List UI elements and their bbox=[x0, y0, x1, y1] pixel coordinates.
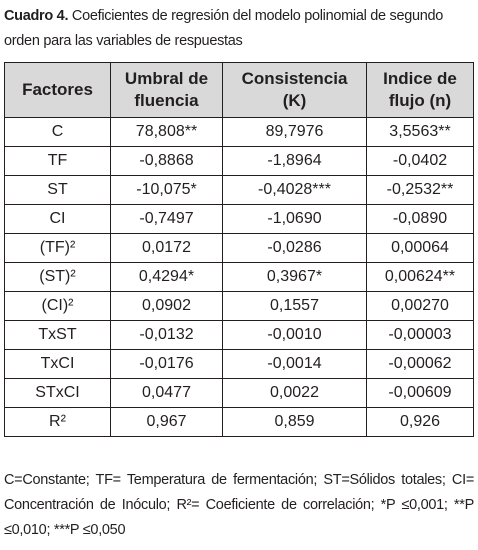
header-cell: Umbral de fluencia bbox=[110, 62, 223, 118]
header-line: Factores bbox=[22, 80, 93, 99]
value-cell: 0,00624** bbox=[366, 262, 474, 292]
value-cell: 0,4294* bbox=[110, 262, 223, 292]
header-row: Factores Umbral de fluencia Consistencia (K)… bbox=[4, 62, 474, 118]
value-cell: -0,00062 bbox=[366, 349, 474, 379]
value-cell: 0,926 bbox=[366, 407, 474, 437]
factor-cell: (ST)² bbox=[4, 262, 111, 292]
caption: Cuadro 4. Coeficientes de regresión del … bbox=[4, 4, 474, 54]
value-cell: -0,00003 bbox=[366, 320, 474, 350]
table-head: Factores Umbral de fluencia Consistencia (K)… bbox=[4, 62, 474, 118]
value-cell: 0,967 bbox=[110, 407, 223, 437]
value-cell: 89,7976 bbox=[222, 117, 367, 147]
table-row: TxST -0,0132 -0,0010 -0,00003 bbox=[4, 320, 474, 350]
value-cell: -0,0010 bbox=[222, 320, 367, 350]
value-cell: -0,00609 bbox=[366, 378, 474, 408]
header-cell: Factores bbox=[4, 62, 111, 118]
factor-cell: (CI)² bbox=[4, 291, 111, 321]
factor-cell: R² bbox=[4, 407, 111, 437]
header-line: Umbral de bbox=[124, 69, 209, 88]
table-row: (TF)² 0,0172 -0,0286 0,00064 bbox=[4, 233, 474, 263]
header-cell: Consistencia (K) bbox=[222, 62, 367, 118]
value-cell: -0,2532** bbox=[366, 175, 474, 205]
header-line: fluencia bbox=[134, 91, 199, 110]
value-cell: 0,0022 bbox=[222, 378, 367, 408]
value-cell: -0,8868 bbox=[110, 146, 223, 176]
value-cell: 0,00064 bbox=[366, 233, 474, 263]
table-row: CI -0,7497 -1,0690 -0,0890 bbox=[4, 204, 474, 234]
caption-text: Coeficientes de regresión del modelo pol… bbox=[4, 8, 444, 49]
header-line: flujo (n) bbox=[388, 91, 452, 110]
value-cell: 0,0902 bbox=[110, 291, 223, 321]
value-cell: -1,8964 bbox=[222, 146, 367, 176]
table-row: R² 0,967 0,859 0,926 bbox=[4, 407, 474, 437]
value-cell: -0,0132 bbox=[110, 320, 223, 350]
value-cell: 3,5563** bbox=[366, 117, 474, 147]
table-row: TF -0,8868 -1,8964 -0,0402 bbox=[4, 146, 474, 176]
value-cell: 0,1557 bbox=[222, 291, 367, 321]
value-cell: 0,859 bbox=[222, 407, 367, 437]
table-body: C 78,808** 89,7976 3,5563** TF -0,8868 -1,8964… bbox=[4, 117, 474, 437]
value-cell: -0,4028*** bbox=[222, 175, 367, 205]
factor-cell: (TF)² bbox=[4, 233, 111, 263]
value-cell: -1,0690 bbox=[222, 204, 367, 234]
value-cell: -10,075* bbox=[110, 175, 223, 205]
value-cell: -0,7497 bbox=[110, 204, 223, 234]
value-cell: -0,0176 bbox=[110, 349, 223, 379]
header-line: Consistencia bbox=[241, 69, 348, 88]
table-row: (ST)² 0,4294* 0,3967* 0,00624** bbox=[4, 262, 474, 292]
table-row: (CI)² 0,0902 0,1557 0,00270 bbox=[4, 291, 474, 321]
factor-cell: ST bbox=[4, 175, 111, 205]
footnote: C=Constante; TF= Temperatura de fermenta… bbox=[4, 472, 474, 538]
table-row: STxCI 0,0477 0,0022 -0,00609 bbox=[4, 378, 474, 408]
table-row: C 78,808** 89,7976 3,5563** bbox=[4, 117, 474, 147]
value-cell: -0,0286 bbox=[222, 233, 367, 263]
factor-cell: C bbox=[4, 117, 111, 147]
header-cell: Indice de flujo (n) bbox=[366, 62, 474, 118]
value-cell: 78,808** bbox=[110, 117, 223, 147]
factor-cell: TxCI bbox=[4, 349, 111, 379]
value-cell: 0,0172 bbox=[110, 233, 223, 263]
value-cell: 0,3967* bbox=[222, 262, 367, 292]
table-row: ST -10,075* -0,4028*** -0,2532** bbox=[4, 175, 474, 205]
header-line: Indice de bbox=[383, 69, 457, 88]
value-cell: -0,0890 bbox=[366, 204, 474, 234]
header-line: (K) bbox=[282, 91, 307, 110]
value-cell: 0,00270 bbox=[366, 291, 474, 321]
factor-cell: TxST bbox=[4, 320, 111, 350]
value-cell: -0,0014 bbox=[222, 349, 367, 379]
caption-label: Cuadro 4. bbox=[4, 8, 69, 24]
table: Factores Umbral de fluencia Consistencia (K)… bbox=[4, 62, 474, 437]
factor-cell: CI bbox=[4, 204, 111, 234]
factor-cell: STxCI bbox=[4, 378, 111, 408]
table-row: TxCI -0,0176 -0,0014 -0,00062 bbox=[4, 349, 474, 379]
value-cell: 0,0477 bbox=[110, 378, 223, 408]
factor-cell: TF bbox=[4, 146, 111, 176]
value-cell: -0,0402 bbox=[366, 146, 474, 176]
